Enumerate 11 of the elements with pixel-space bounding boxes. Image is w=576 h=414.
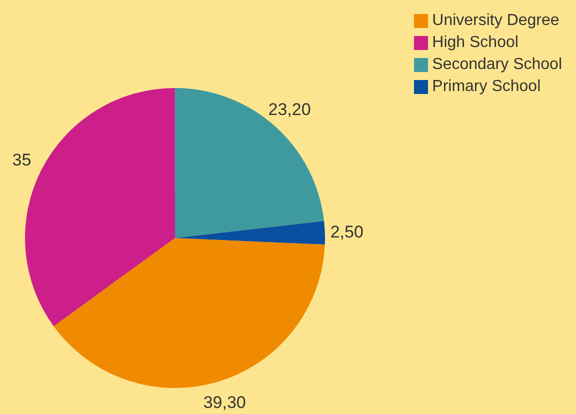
- data-label: 2,50: [330, 222, 364, 242]
- data-label: 23,20: [268, 100, 311, 120]
- legend-label: Secondary School: [432, 56, 562, 73]
- data-label: 35: [12, 150, 32, 170]
- legend-label: High School: [432, 34, 518, 51]
- legend-label: Primary School: [432, 78, 541, 95]
- legend-label: University Degree: [432, 12, 560, 29]
- pie-slice: [54, 238, 325, 388]
- pie-slice: [175, 221, 325, 245]
- pie-slice: [174, 88, 324, 238]
- data-label: 39,30: [203, 393, 246, 412]
